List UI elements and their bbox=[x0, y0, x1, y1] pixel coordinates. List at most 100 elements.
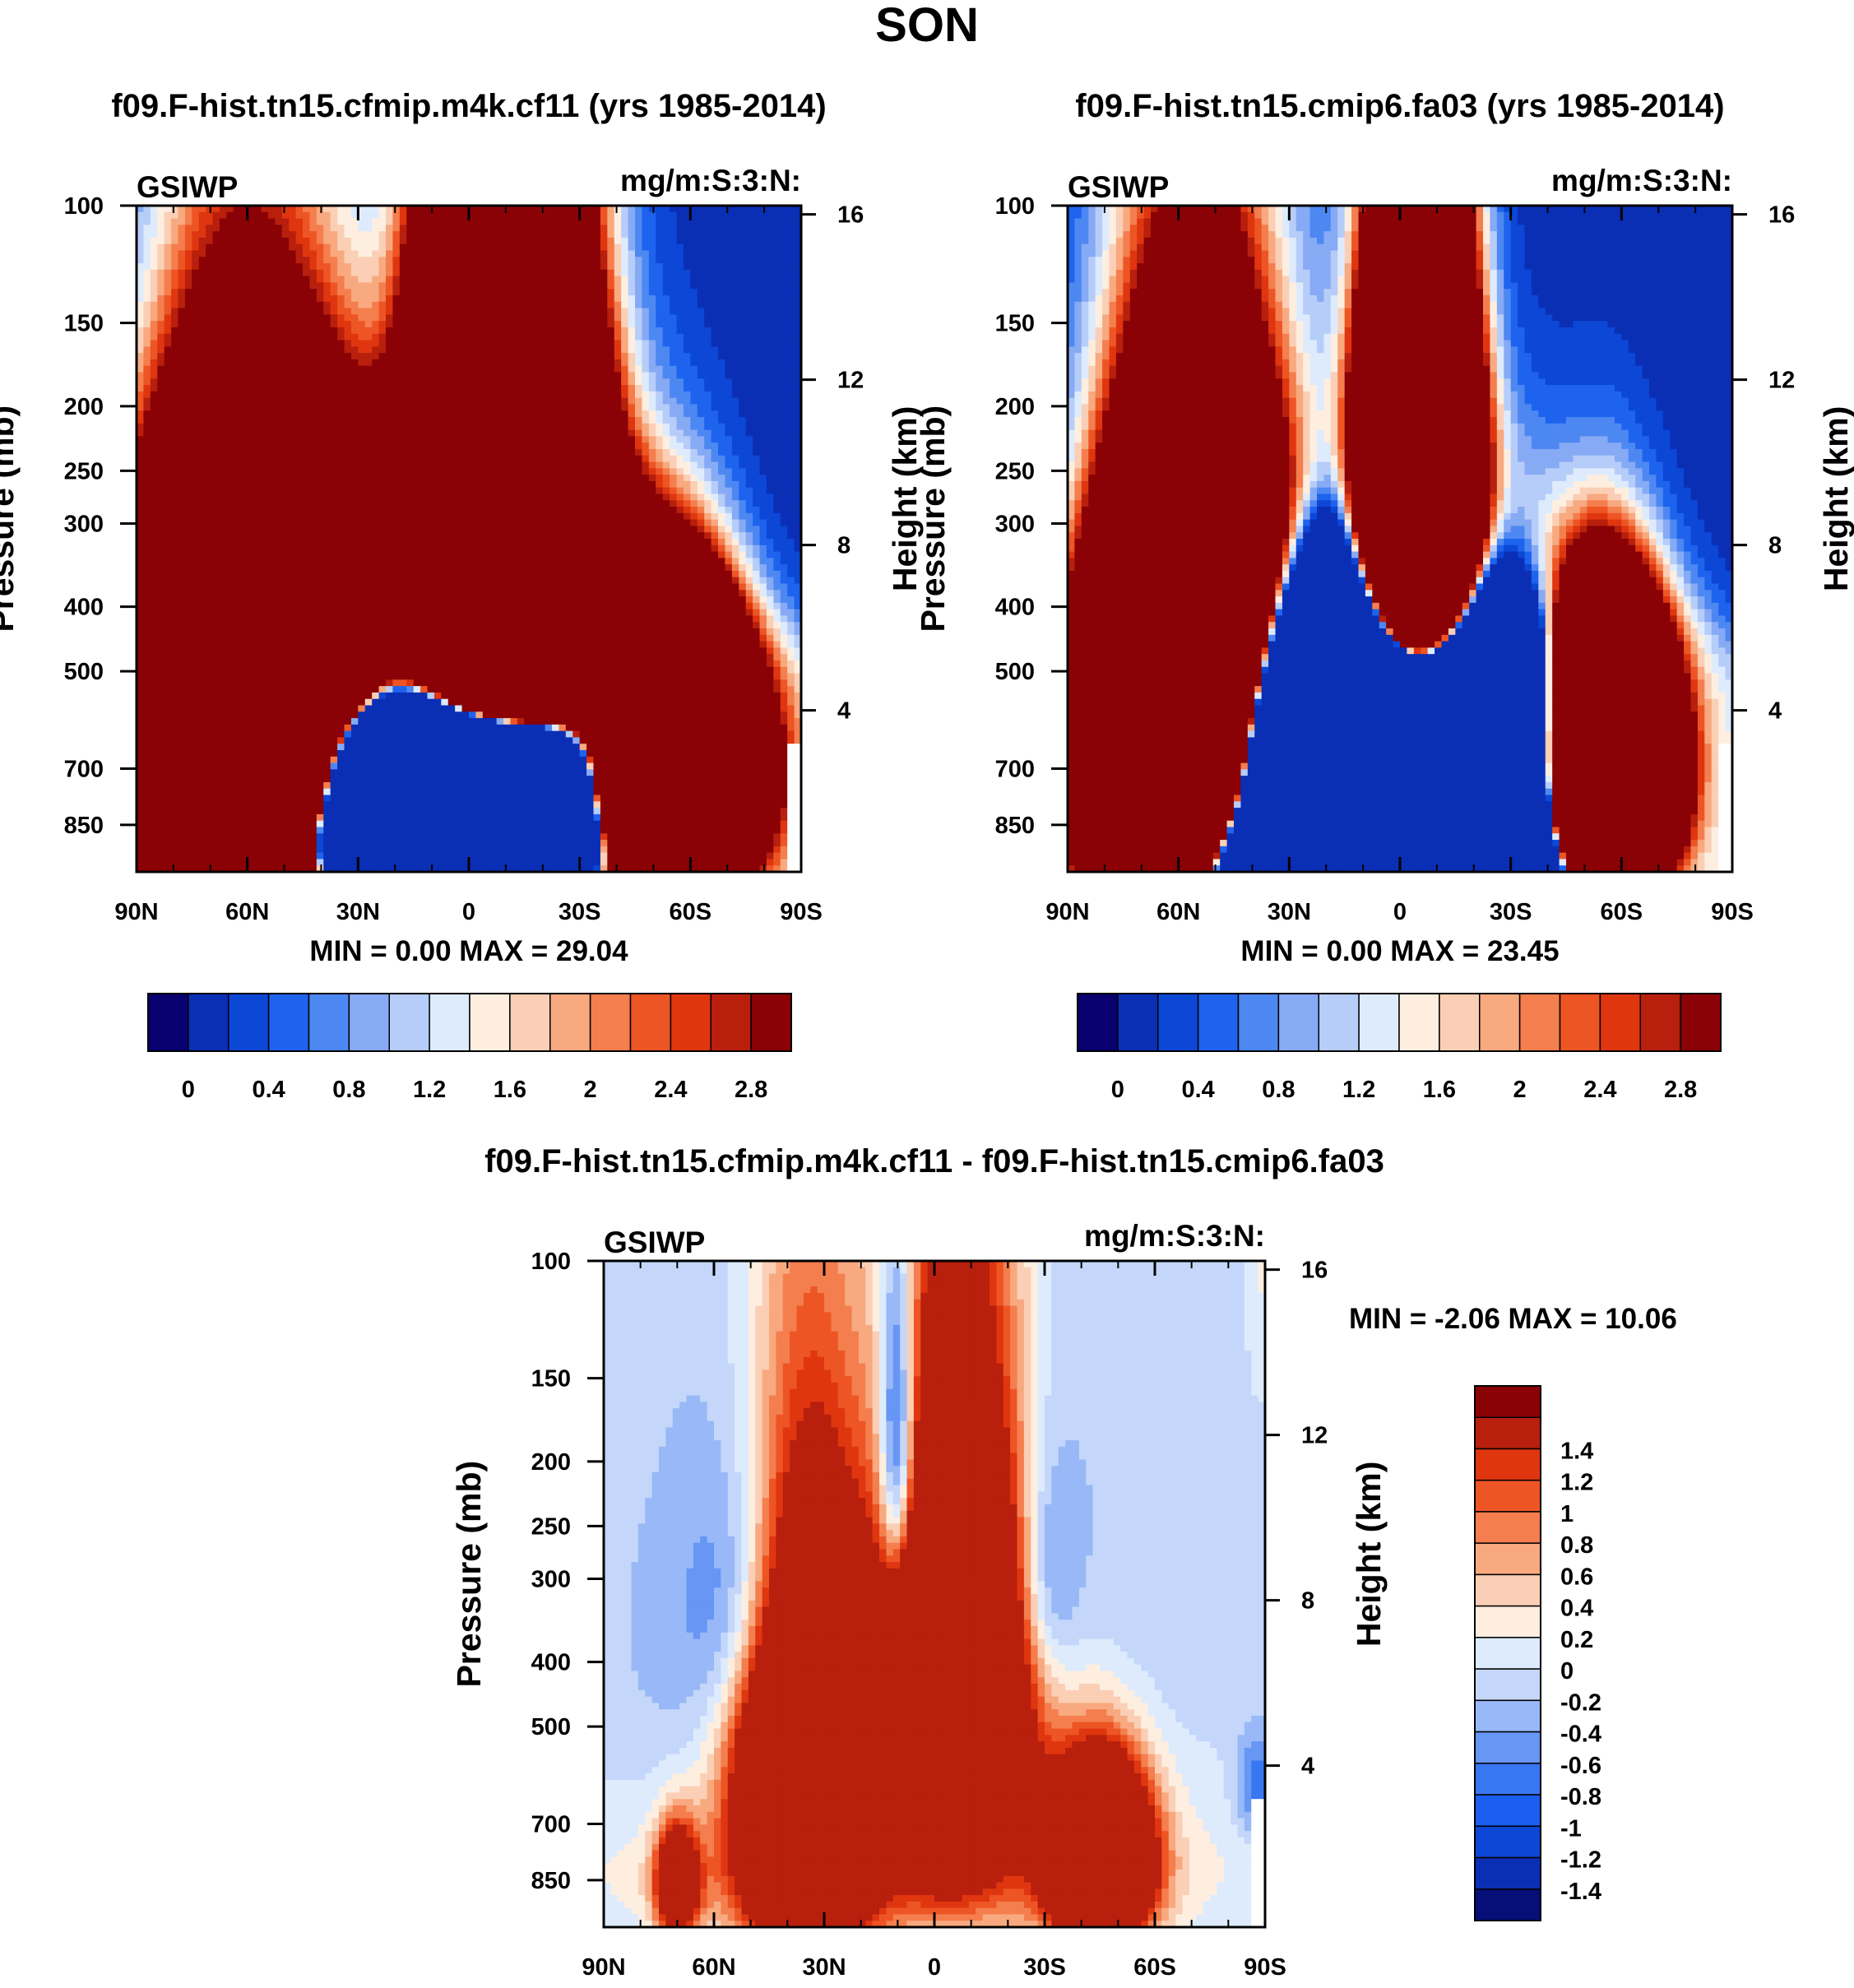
heatmap-cell bbox=[461, 448, 470, 456]
heatmap-cell bbox=[586, 211, 595, 220]
heatmap-cell bbox=[392, 475, 401, 482]
heatmap-cell bbox=[212, 289, 220, 296]
heatmap-cell bbox=[780, 231, 788, 239]
heatmap-cell bbox=[565, 494, 573, 501]
heatmap-cell bbox=[157, 494, 165, 501]
heatmap-cell bbox=[759, 333, 767, 341]
heatmap-cell bbox=[787, 519, 795, 527]
heatmap-cell bbox=[510, 385, 518, 392]
heatmap-cell bbox=[316, 532, 324, 540]
heatmap-cell bbox=[697, 487, 705, 495]
heatmap-cell bbox=[676, 480, 684, 489]
heatmap-cell bbox=[780, 455, 788, 463]
heatmap-cell bbox=[787, 391, 795, 399]
heatmap-cell bbox=[378, 461, 387, 470]
heatmap-cell bbox=[386, 243, 394, 252]
heatmap-cell bbox=[662, 423, 670, 431]
heatmap-cell bbox=[441, 276, 449, 284]
heatmap-cell bbox=[406, 269, 415, 277]
heatmap-cell bbox=[226, 532, 234, 540]
heatmap-cell bbox=[433, 225, 443, 232]
heatmap-cell bbox=[787, 372, 795, 379]
heatmap-cell bbox=[303, 475, 311, 482]
heatmap-cell bbox=[261, 455, 269, 463]
heatmap-cell bbox=[275, 211, 283, 220]
heatmap-cell bbox=[656, 269, 664, 277]
heatmap-cell bbox=[455, 359, 463, 367]
heatmap-cell bbox=[780, 295, 788, 303]
heatmap-cell bbox=[725, 532, 733, 540]
heatmap-cell bbox=[350, 218, 359, 226]
heatmap-cell bbox=[447, 340, 456, 348]
heatmap-cell bbox=[137, 289, 145, 296]
heatmap-cell bbox=[593, 468, 601, 475]
heatmap-cell bbox=[496, 410, 504, 418]
heatmap-cell bbox=[670, 436, 678, 443]
heatmap-cell bbox=[433, 250, 443, 258]
heatmap-cell bbox=[447, 308, 456, 316]
heatmap-cell bbox=[433, 289, 443, 296]
heatmap-cell bbox=[690, 512, 698, 521]
heatmap-cell bbox=[137, 225, 145, 232]
heatmap-cell bbox=[281, 475, 290, 482]
heatmap-cell bbox=[281, 455, 290, 463]
heatmap-cell bbox=[739, 429, 747, 438]
heatmap-cell bbox=[233, 385, 241, 392]
heatmap-cell bbox=[552, 391, 560, 399]
heatmap-cell bbox=[773, 417, 781, 424]
heatmap-cell bbox=[538, 359, 546, 367]
heatmap-cell bbox=[413, 468, 421, 475]
heatmap-cell bbox=[656, 365, 664, 373]
heatmap-cell bbox=[323, 372, 331, 379]
heatmap-cell bbox=[198, 448, 206, 456]
heatmap-cell bbox=[552, 276, 560, 284]
heatmap-cell bbox=[461, 276, 470, 284]
heatmap-cell bbox=[565, 512, 573, 521]
heatmap-cell bbox=[586, 359, 595, 367]
heatmap-cell bbox=[503, 532, 512, 540]
heatmap-cell bbox=[683, 397, 692, 405]
heatmap-cell bbox=[178, 308, 186, 316]
heatmap-cell bbox=[656, 321, 664, 328]
heatmap-cell bbox=[614, 308, 622, 316]
heatmap-cell bbox=[344, 378, 352, 386]
heatmap-cell bbox=[226, 314, 234, 322]
heatmap-cell bbox=[378, 526, 387, 533]
heatmap-cell bbox=[372, 276, 380, 284]
heatmap-cell bbox=[220, 257, 228, 264]
heatmap-cell bbox=[510, 346, 518, 354]
heatmap-cell bbox=[787, 231, 795, 239]
heatmap-cell bbox=[247, 500, 255, 507]
heatmap-cell bbox=[794, 500, 801, 507]
heatmap-cell bbox=[192, 314, 200, 322]
heatmap-cell bbox=[143, 237, 151, 245]
heatmap-cell bbox=[406, 276, 415, 284]
heatmap-cell bbox=[420, 494, 429, 501]
heatmap-cell bbox=[420, 250, 429, 258]
heatmap-cell bbox=[316, 455, 324, 463]
heatmap-cell bbox=[614, 480, 622, 489]
heatmap-cell bbox=[295, 206, 304, 213]
heatmap-cell bbox=[399, 333, 407, 341]
heatmap-cell bbox=[572, 519, 581, 527]
heatmap-cell bbox=[670, 295, 678, 303]
heatmap-cell bbox=[392, 417, 401, 424]
heatmap-cell bbox=[489, 372, 498, 379]
heatmap-cell bbox=[711, 410, 719, 418]
heatmap-cell bbox=[143, 263, 151, 271]
heatmap-cell bbox=[275, 301, 283, 309]
heatmap-cell bbox=[281, 340, 290, 348]
heatmap-cell bbox=[794, 417, 801, 424]
heatmap-cell bbox=[469, 532, 477, 540]
heatmap-cell bbox=[753, 365, 761, 373]
heatmap-cell bbox=[496, 385, 504, 392]
heatmap-cell bbox=[642, 385, 650, 392]
heatmap-cell bbox=[137, 532, 145, 540]
heatmap-cell bbox=[164, 532, 172, 540]
heatmap-cell bbox=[143, 468, 151, 475]
heatmap-cell bbox=[670, 519, 678, 527]
heatmap-cell bbox=[725, 218, 733, 226]
heatmap-cell bbox=[378, 512, 387, 521]
heatmap-cell bbox=[676, 397, 684, 405]
heatmap-cell bbox=[309, 263, 317, 271]
